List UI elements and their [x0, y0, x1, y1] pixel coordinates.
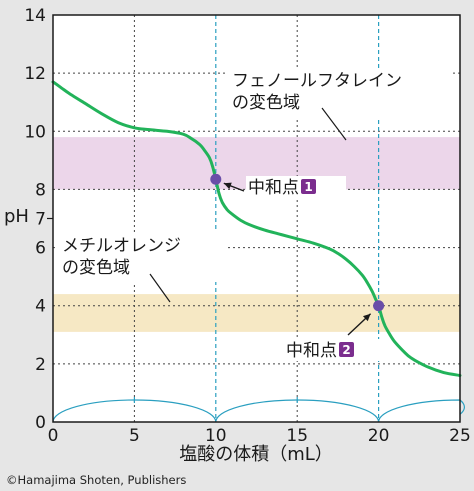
x-tick-labels: 0 5 10 15 20 25	[48, 426, 471, 446]
y-tick-label-4: 8	[35, 180, 46, 200]
y-axis-label: pH	[4, 206, 29, 227]
x-tick-label-4: 20	[368, 426, 390, 446]
x-tick-label-2: 10	[205, 426, 227, 446]
eq-badge-2	[339, 342, 354, 357]
equivalence-point-2	[373, 300, 385, 312]
eq-arrowhead-2	[362, 313, 371, 322]
equivalence-point-1	[210, 173, 222, 185]
eq-badge-number-1: 1	[304, 180, 312, 194]
titration-curve	[51, 80, 462, 377]
y-tick-label-0: 0	[35, 413, 46, 433]
x-tick-label-3: 15	[286, 426, 308, 446]
y-tick-labels: 0 2 4 6 8 10 12 14 7	[24, 6, 53, 433]
apparatus-arcs	[52, 397, 466, 423]
eq-label-2: 中和点	[286, 341, 337, 361]
x-tick-label-0: 0	[48, 426, 59, 446]
y-tick-label-6: 12	[24, 64, 46, 84]
y-tick-label-7: 14	[24, 6, 46, 26]
y-tick-label-1: 2	[35, 355, 46, 375]
eq-label-backdrop-2	[284, 339, 384, 361]
eq-badge-1	[301, 179, 316, 194]
copyright-notice: ©Hamajima Shoten, Publishers	[6, 473, 186, 487]
eq-label-1: 中和点	[248, 178, 299, 198]
label-backdrop-1	[228, 68, 450, 120]
band-label-1-line-2: の変色域	[232, 93, 300, 113]
apparatus-arc-3	[378, 399, 466, 423]
eq-badge-number-2: 2	[342, 343, 350, 357]
indicator-bands	[53, 137, 460, 332]
band-label-2-line-2: の変色域	[62, 258, 130, 278]
x-tick-label-5: 25	[449, 426, 471, 446]
band-label-1-line-1: フェノールフタレイン	[232, 71, 402, 91]
eq-arrowhead-1	[223, 182, 232, 190]
x-axis-label: 塩酸の体積（mL）	[179, 444, 333, 465]
band-label-2-line-1: メチルオレンジ	[62, 236, 181, 256]
y-tick-label-2: 4	[35, 297, 46, 317]
y-tick-label-extra: 7	[35, 210, 46, 230]
eq-label-backdrop-1	[246, 176, 346, 198]
x-tick-label-1: 5	[129, 426, 140, 446]
indicator-band-2	[53, 294, 460, 332]
y-tick-label-5: 10	[24, 122, 46, 142]
band-label-1-leader	[321, 107, 347, 141]
band-label-2-leader	[149, 273, 171, 303]
label-backdrop-2	[58, 232, 226, 282]
equivalence-points: 中和点 1 中和点 2	[210, 173, 385, 361]
y-tick-label-3: 6	[35, 239, 46, 259]
